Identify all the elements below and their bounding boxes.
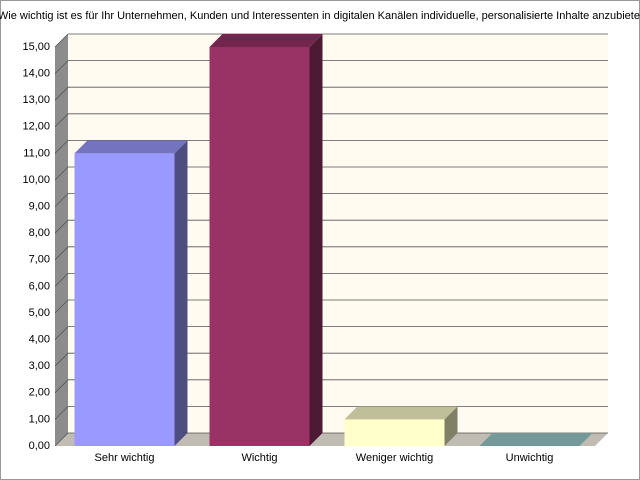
grid-line-side bbox=[54, 379, 69, 394]
bar-front bbox=[209, 47, 310, 446]
grid-line-side bbox=[54, 33, 69, 48]
y-tick-label: 7,00 bbox=[29, 254, 50, 266]
y-tick-label: 15,00 bbox=[22, 41, 50, 53]
y-tick-label: 5,00 bbox=[29, 307, 50, 319]
bar-front bbox=[74, 153, 175, 446]
grid-line-side bbox=[54, 246, 69, 261]
y-tick-label: 3,00 bbox=[29, 360, 50, 372]
grid-line-side bbox=[54, 113, 69, 128]
y-tick-label: 12,00 bbox=[22, 121, 50, 133]
y-tick-label: 9,00 bbox=[29, 201, 50, 213]
x-tick-label: Weniger wichtig bbox=[356, 452, 433, 464]
floor bbox=[55, 433, 608, 446]
bar-top bbox=[209, 34, 323, 47]
grid-line-side bbox=[54, 140, 69, 154]
grid-line-side bbox=[54, 166, 69, 181]
y-tick-label: 4,00 bbox=[29, 334, 50, 346]
bar-front bbox=[344, 419, 445, 446]
y-tick-label: 0,00 bbox=[29, 440, 50, 452]
x-tick-label: Unwichtig bbox=[506, 452, 554, 464]
x-tick-label: Sehr wichtig bbox=[95, 452, 155, 464]
y-tick-label: 13,00 bbox=[22, 94, 50, 106]
y-tick-label: 10,00 bbox=[22, 174, 50, 186]
bar-side bbox=[174, 140, 188, 446]
grid-line-side bbox=[54, 273, 69, 287]
grid-line-side bbox=[54, 299, 69, 314]
bar-top bbox=[344, 406, 458, 420]
bar-top bbox=[74, 140, 188, 154]
grid-line-side bbox=[54, 60, 69, 74]
grid-line-side bbox=[54, 219, 69, 234]
grid-line-side bbox=[54, 193, 69, 207]
bar-side bbox=[309, 34, 323, 446]
y-tick-label: 2,00 bbox=[29, 387, 50, 399]
chart-title: Wie wichtig ist es für Ihr Unternehmen, … bbox=[0, 10, 640, 22]
y-tick-label: 11,00 bbox=[23, 147, 50, 159]
y-tick-label: 8,00 bbox=[29, 227, 50, 239]
grid-line-side bbox=[54, 352, 69, 367]
y-tick-label: 6,00 bbox=[29, 280, 50, 292]
y-tick-label: 1,00 bbox=[29, 413, 50, 425]
y-tick-label: 14,00 bbox=[22, 68, 50, 80]
grid-line-side bbox=[54, 432, 69, 447]
side-wall bbox=[55, 34, 68, 446]
grid-line-side bbox=[54, 86, 69, 101]
bar-side bbox=[444, 406, 458, 446]
x-tick-label: Wichtig bbox=[241, 452, 277, 464]
bar-top bbox=[479, 433, 593, 446]
back-wall bbox=[68, 34, 608, 433]
grid-line-side bbox=[54, 326, 69, 340]
grid-line-side bbox=[54, 406, 69, 420]
